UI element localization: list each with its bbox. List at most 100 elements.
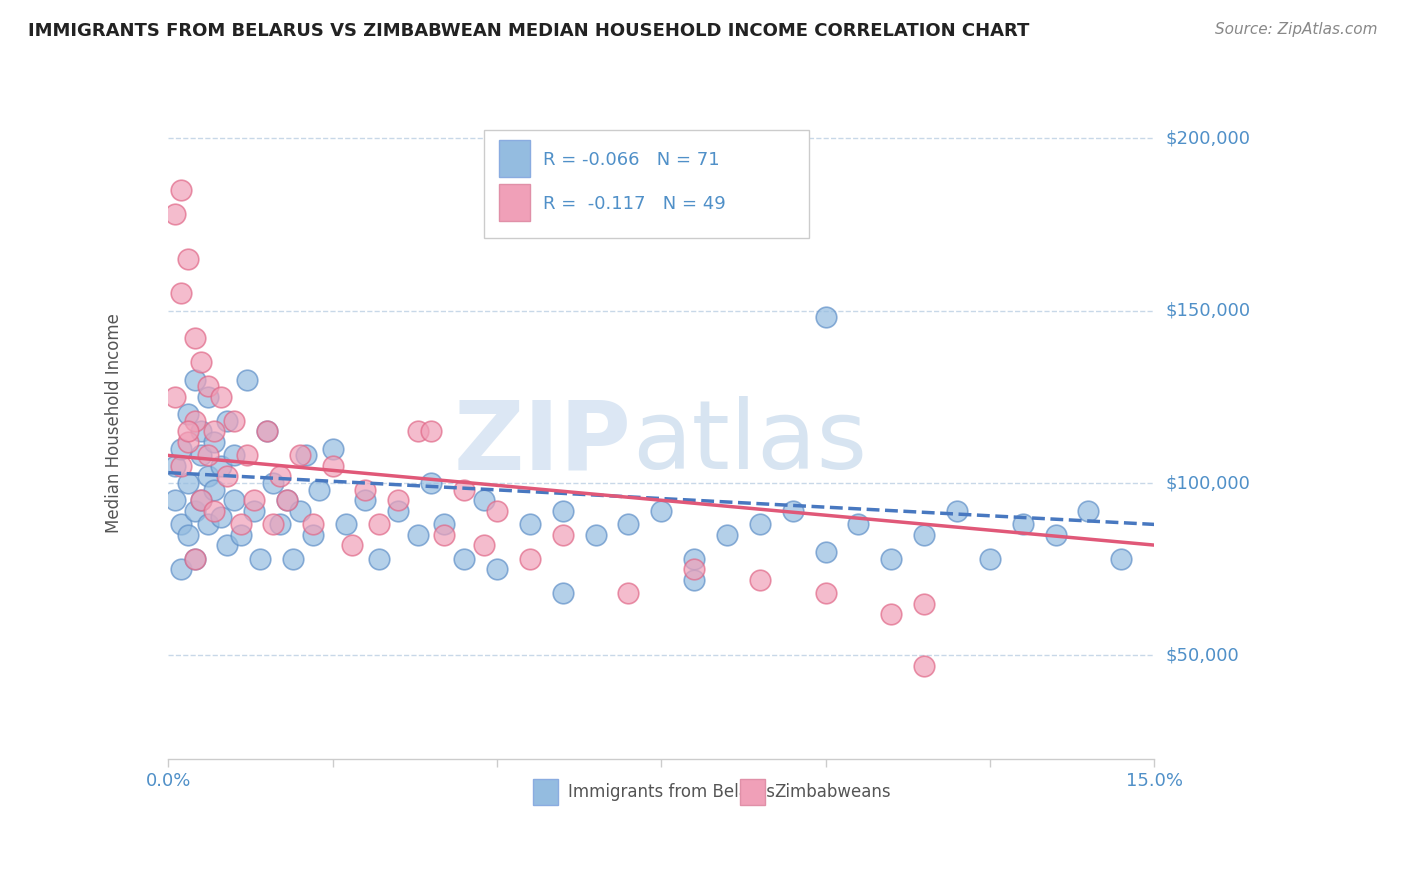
Point xyxy=(519,517,541,532)
Text: $100,000: $100,000 xyxy=(1166,474,1250,492)
Point xyxy=(190,355,212,369)
Point xyxy=(236,372,259,386)
Point xyxy=(249,552,271,566)
Point xyxy=(472,493,495,508)
Point xyxy=(748,517,770,532)
Text: R =  -0.117   N = 49: R = -0.117 N = 49 xyxy=(543,195,725,213)
Point xyxy=(190,449,212,463)
Point xyxy=(163,390,186,404)
Point xyxy=(433,517,456,532)
Text: IMMIGRANTS FROM BELARUS VS ZIMBABWEAN MEDIAN HOUSEHOLD INCOME CORRELATION CHART: IMMIGRANTS FROM BELARUS VS ZIMBABWEAN ME… xyxy=(28,22,1029,40)
Point xyxy=(183,331,205,345)
Point xyxy=(177,252,200,266)
Point xyxy=(183,372,205,386)
Point xyxy=(183,414,205,428)
Point xyxy=(209,510,232,524)
Point xyxy=(209,458,232,473)
Point xyxy=(163,493,186,508)
Point xyxy=(222,449,245,463)
Point xyxy=(217,414,239,428)
Point xyxy=(288,503,311,517)
Point xyxy=(170,517,193,532)
Point xyxy=(880,607,903,621)
Point xyxy=(262,517,284,532)
Text: $150,000: $150,000 xyxy=(1166,301,1250,319)
Point xyxy=(183,552,205,566)
Point xyxy=(202,503,225,517)
Point xyxy=(202,483,225,497)
Point xyxy=(322,442,344,456)
Point xyxy=(912,658,935,673)
Point xyxy=(420,475,443,490)
Point xyxy=(177,407,200,421)
Point xyxy=(880,552,903,566)
Point xyxy=(335,517,357,532)
Point xyxy=(585,527,607,541)
Point xyxy=(242,493,264,508)
Point xyxy=(354,493,377,508)
Text: $50,000: $50,000 xyxy=(1166,647,1239,665)
Text: Source: ZipAtlas.com: Source: ZipAtlas.com xyxy=(1215,22,1378,37)
Point xyxy=(163,458,186,473)
Point xyxy=(387,503,409,517)
Point xyxy=(551,503,574,517)
Point xyxy=(177,434,200,449)
Point xyxy=(197,390,219,404)
Point xyxy=(472,538,495,552)
Point xyxy=(276,493,298,508)
Point xyxy=(170,562,193,576)
Point xyxy=(170,286,193,301)
Point xyxy=(1077,503,1099,517)
Point xyxy=(197,469,219,483)
Point xyxy=(163,207,186,221)
Point xyxy=(177,527,200,541)
Point xyxy=(387,493,409,508)
Point xyxy=(170,458,193,473)
Point xyxy=(453,552,475,566)
Text: atlas: atlas xyxy=(631,396,866,490)
FancyBboxPatch shape xyxy=(484,130,808,237)
Point xyxy=(302,517,325,532)
Bar xyxy=(740,779,765,805)
Point xyxy=(354,483,377,497)
Point xyxy=(617,517,640,532)
Point xyxy=(367,552,389,566)
Point xyxy=(170,442,193,456)
Point xyxy=(236,449,259,463)
Point xyxy=(683,552,706,566)
Point xyxy=(979,552,1001,566)
Text: R = -0.066   N = 71: R = -0.066 N = 71 xyxy=(543,152,720,169)
Point xyxy=(183,552,205,566)
Point xyxy=(912,597,935,611)
Point xyxy=(1011,517,1033,532)
Point xyxy=(748,573,770,587)
Point xyxy=(197,517,219,532)
Point xyxy=(217,469,239,483)
Point xyxy=(485,503,508,517)
Point xyxy=(322,458,344,473)
Point xyxy=(406,527,429,541)
Bar xyxy=(499,140,530,178)
Point xyxy=(269,469,291,483)
Point xyxy=(183,503,205,517)
Point xyxy=(308,483,330,497)
Point xyxy=(1045,527,1067,541)
Point xyxy=(814,545,837,559)
Point xyxy=(485,562,508,576)
Point xyxy=(782,503,804,517)
Point xyxy=(262,475,284,490)
Point xyxy=(295,449,318,463)
Point xyxy=(256,424,278,438)
Text: ZIP: ZIP xyxy=(454,396,631,490)
Point xyxy=(1111,552,1133,566)
Bar xyxy=(533,779,558,805)
Point xyxy=(197,379,219,393)
Point xyxy=(814,586,837,600)
Point xyxy=(288,449,311,463)
Point xyxy=(650,503,672,517)
Point xyxy=(217,538,239,552)
Point xyxy=(848,517,870,532)
Point xyxy=(197,449,219,463)
Point xyxy=(242,503,264,517)
Point xyxy=(209,390,232,404)
